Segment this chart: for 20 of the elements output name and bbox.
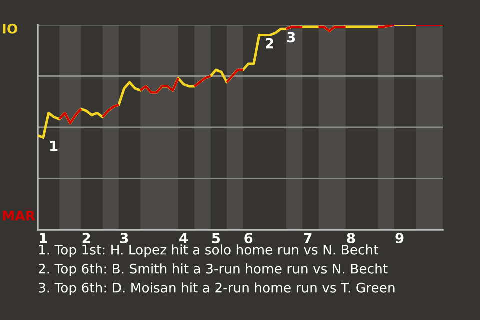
text: IO [3, 24, 18, 34]
x-tick-label: 5 [212, 233, 220, 244]
x-tick-label: 6 [244, 233, 253, 244]
annotation: 2 [266, 38, 274, 49]
x-tick-label: 7 [304, 233, 312, 244]
text: MAR [3, 211, 36, 221]
x-tick-label: 2 [82, 233, 90, 244]
text: 2. Top 6th: B. Smith hit a 3-run home run vs N. Becht [38, 264, 388, 276]
text: 3. Top 6th: D. Moisan hit a 2-run home run vs T. Green [39, 282, 395, 296]
x-tick-label: 9 [396, 233, 404, 244]
text: 1. Top 1st: H. Lopez hit a solo home run vs N. Becht [39, 244, 378, 258]
x-tick-label: 8 [347, 233, 356, 244]
point [226, 69, 244, 84]
annotation: 1 [50, 140, 58, 152]
x-tick-label: 3 [120, 233, 128, 244]
x-tick-label: 1 [40, 233, 48, 244]
point [102, 104, 120, 118]
x-tick-label: 4 [180, 233, 188, 244]
annotation: 3 [287, 32, 296, 43]
point [194, 75, 212, 88]
